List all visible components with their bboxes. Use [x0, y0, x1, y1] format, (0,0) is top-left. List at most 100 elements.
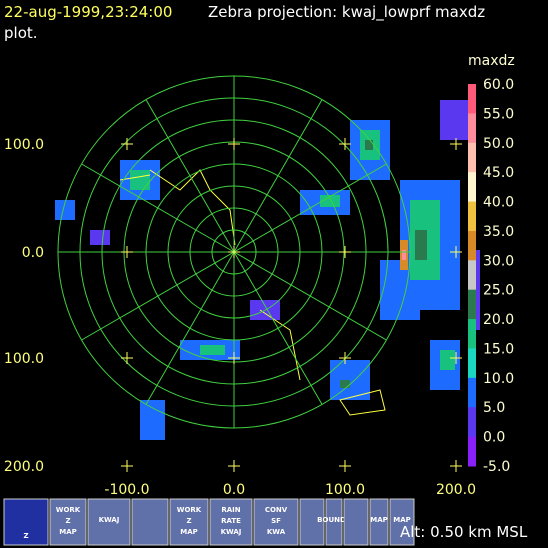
colorbar-tick: 40.0	[483, 195, 514, 211]
colorbar-tick: 50.0	[483, 136, 514, 152]
radial-spoke	[233, 99, 323, 253]
radial-spoke	[233, 251, 387, 341]
button-face	[253, 498, 299, 546]
grid-cross	[228, 246, 240, 258]
colorbar-swatch	[468, 84, 476, 114]
grid-cross	[339, 460, 351, 472]
button-label: MAP	[370, 516, 388, 524]
radar-echoes	[55, 100, 480, 440]
grid-cross	[121, 138, 133, 150]
toolbar: Z WORK Z MAP KWAJ WORK Z MAP RAIN RATE KWAJ CONV SF K…	[3, 498, 415, 546]
toolbar-button[interactable]	[343, 498, 369, 546]
button-label: CONV	[265, 506, 288, 514]
grid-cross	[339, 352, 351, 364]
button-label: MAP	[59, 528, 77, 536]
colorbar-tick: 60.0	[483, 77, 514, 93]
colorbar-swatch	[468, 260, 476, 291]
grid-cross	[450, 352, 462, 364]
button-face	[209, 498, 253, 546]
colorbar-swatch	[468, 172, 476, 203]
button-face	[325, 498, 343, 546]
button-face	[87, 498, 131, 546]
button-face	[299, 498, 325, 546]
button-label: KWAJ	[221, 528, 242, 536]
button-label: KWA	[267, 528, 286, 536]
button-face	[3, 498, 49, 546]
colorbar-tick: -5.0	[483, 459, 510, 475]
colorbar-tick: 45.0	[483, 165, 514, 181]
y-label: 200.0	[4, 459, 44, 475]
grid-cross	[339, 138, 351, 150]
radial-spoke	[145, 99, 235, 253]
colorbar-swatch	[468, 377, 476, 408]
button-label: MAP	[180, 528, 198, 536]
colorbar-swatch	[468, 407, 476, 438]
grid-cross	[339, 246, 351, 258]
toolbar-button[interactable]	[299, 498, 325, 546]
radial-spoke	[145, 251, 235, 405]
button-label: RATE	[221, 517, 241, 525]
button-label: WORK	[56, 506, 81, 514]
button-label: BOUNDS	[317, 516, 351, 524]
colorbar-swatch	[468, 289, 476, 320]
title: Zebra projection: kwaj_lowprf maxdz	[208, 3, 485, 22]
radial-spoke	[233, 163, 387, 253]
colorbar-tick: 35.0	[483, 224, 514, 240]
toolbar-button[interactable]: CONV SF KWA	[253, 498, 299, 546]
button-face	[343, 498, 369, 546]
toolbar-button[interactable]	[131, 498, 169, 546]
colorbar-swatch	[468, 201, 476, 232]
button-face	[369, 498, 389, 546]
grid-cross	[121, 460, 133, 472]
toolbar-button[interactable]: BOUNDS	[317, 498, 351, 546]
grid-cross	[228, 138, 240, 150]
x-label: 100.0	[325, 482, 365, 498]
grid-cross	[450, 460, 462, 472]
button-label: Z	[65, 517, 70, 525]
button-label: Z	[186, 517, 191, 525]
colorbar-swatch	[468, 142, 476, 173]
altitude-status: Alt: 0.50 km MSL	[400, 523, 528, 541]
button-face	[49, 498, 87, 546]
button-label: SF	[271, 517, 281, 525]
colorbar-swatch	[468, 230, 476, 261]
colorbar-swatch	[468, 436, 476, 467]
colorbar-swatch	[468, 319, 476, 349]
toolbar-button[interactable]: KWAJ	[87, 498, 131, 546]
colorbar-label: maxdz	[468, 53, 515, 69]
y-label: 100.0	[4, 137, 44, 153]
button-label: Z	[23, 532, 28, 540]
x-label: 0.0	[223, 482, 245, 498]
grid-cross	[228, 460, 240, 472]
toolbar-button[interactable]: Z	[3, 498, 49, 546]
y-label: 0.0	[22, 245, 44, 261]
toolbar-button[interactable]: WORK Z MAP	[49, 498, 87, 546]
button-label: KWAJ	[99, 516, 120, 524]
x-label: 200.0	[436, 482, 476, 498]
colorbar-tick: 30.0	[483, 253, 514, 269]
grid-cross	[121, 352, 133, 364]
grid-cross	[228, 352, 240, 364]
grid-cross	[450, 138, 462, 150]
colorbar-tick: 55.0	[483, 106, 514, 122]
button-label: MAP	[393, 516, 411, 524]
radial-spoke	[81, 163, 235, 253]
toolbar-button[interactable]: MAP	[389, 498, 415, 546]
colorbar-tick: 25.0	[483, 283, 514, 299]
colorbar-tick: 5.0	[483, 400, 505, 416]
radial-spoke	[233, 251, 323, 405]
colorbar-tick: 10.0	[483, 371, 514, 387]
button-face	[169, 498, 209, 546]
plot-labels: 100.0 0.0 100.0 200.0 -100.0 0.0 100.0 200.0	[4, 137, 476, 498]
button-label: RAIN	[221, 506, 240, 514]
button-face	[389, 498, 415, 546]
colorbar-tick: 20.0	[483, 312, 514, 328]
toolbar-button[interactable]: RAIN RATE KWAJ	[209, 498, 253, 546]
title-cont: plot.	[4, 24, 38, 42]
toolbar-button[interactable]: MAP	[369, 498, 389, 546]
colorbar-swatch	[468, 113, 476, 144]
grid-cross	[450, 246, 462, 258]
button-label: WORK	[177, 506, 202, 514]
toolbar-button[interactable]: WORK Z MAP	[169, 498, 209, 546]
